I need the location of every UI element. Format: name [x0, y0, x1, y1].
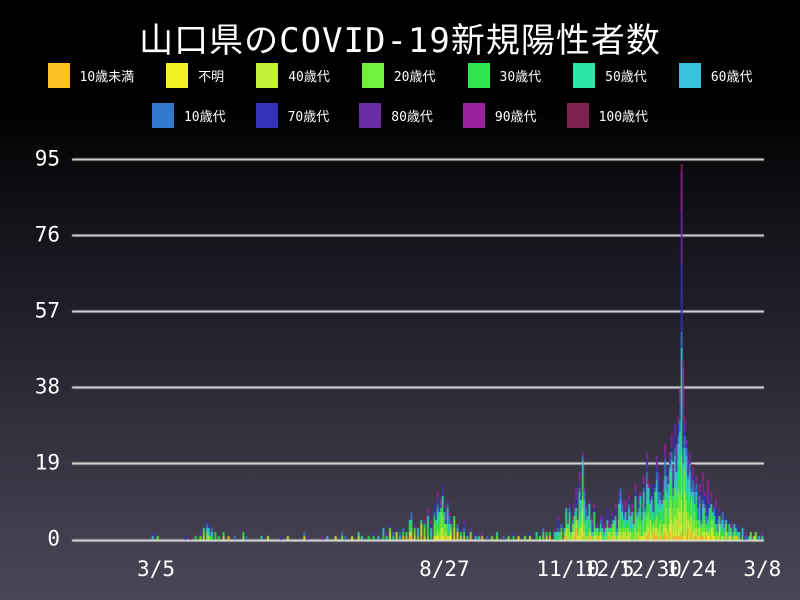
legend-item-label: 70歳代: [287, 110, 330, 125]
x-tick-label: 8/27: [419, 557, 470, 581]
y-tick-label: 95: [34, 146, 60, 171]
legend-row-1: 10歳未満 不明 40歳代 20歳代 30歳代 50歳代 60歳代: [0, 63, 800, 88]
legend-item-100s: 100歳代: [566, 103, 649, 128]
legend-row-2: 10歳代 70歳代 80歳代 90歳代 100歳代: [0, 103, 800, 128]
legend-item-label: 10歳代: [183, 110, 226, 125]
legend-item-label: 60歳代: [710, 70, 753, 85]
legend-item-50s: 50歳代: [573, 63, 647, 88]
legend-swatch: [573, 63, 596, 88]
legend-item-label: 50歳代: [605, 70, 647, 85]
x-tick-label: 12/30: [618, 557, 682, 581]
x-tick-label: 3/5: [137, 557, 175, 581]
legend-swatch: [256, 63, 279, 88]
legend-swatch: [462, 103, 485, 128]
legend-item-90s: 90歳代: [462, 103, 537, 128]
legend-item-label: 100歳代: [598, 110, 649, 125]
legend-item-label: 不明: [198, 70, 225, 85]
legend-item-unknown: 不明: [166, 63, 224, 88]
y-tick-label: 76: [34, 222, 60, 247]
legend-swatch: [467, 63, 490, 88]
y-tick-label: 57: [34, 298, 60, 323]
legend-swatch: [151, 103, 174, 128]
y-tick-label: 38: [34, 374, 60, 399]
legend-swatch: [166, 63, 189, 88]
y-tick-label: 0: [47, 526, 60, 551]
legend-swatch: [678, 63, 701, 88]
legend-item-label: 80歳代: [391, 110, 433, 125]
legend-swatch: [359, 103, 382, 128]
legend-item-10s: 10歳代: [151, 103, 226, 128]
legend-item-label: 20歳代: [393, 70, 436, 85]
y-tick-label: 19: [34, 450, 60, 475]
legend-item-label: 90歳代: [494, 110, 537, 125]
legend-swatch: [47, 63, 70, 88]
legend-item-40s: 40歳代: [256, 63, 330, 88]
legend-item-20s: 20歳代: [361, 63, 436, 88]
x-tick-label: 3/8: [743, 557, 782, 581]
x-tick-label: 11/10: [536, 557, 600, 581]
legend-item-80s: 80歳代: [359, 103, 433, 128]
x-tick-label: 12/5: [583, 557, 635, 581]
chart-title: 山口県のCOVID-19新規陽性者数: [139, 21, 661, 61]
legend-item-30s: 30歳代: [467, 63, 542, 88]
legend-item-label: 10歳未満: [79, 70, 135, 85]
legend-swatch: [566, 103, 589, 128]
x-tick-label: 1/24: [666, 557, 717, 581]
legend-item-label: 30歳代: [499, 70, 542, 85]
legend-item-age-under-10: 10歳未満: [47, 63, 135, 88]
legend-item-60s: 60歳代: [678, 63, 753, 88]
legend-swatch: [361, 63, 384, 88]
legend-swatch: [255, 103, 278, 128]
legend-item-label: 40歳代: [288, 70, 330, 85]
legend-item-70s: 70歳代: [255, 103, 330, 128]
